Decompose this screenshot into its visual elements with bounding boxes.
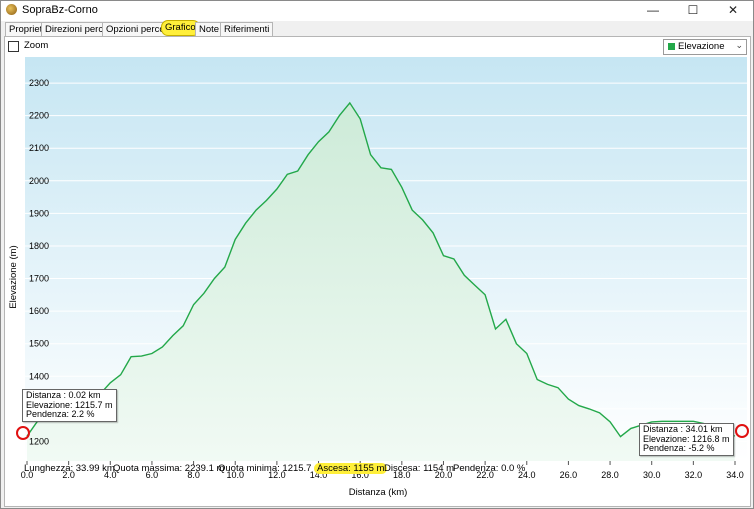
x-axis-label: Distanza (km) — [349, 487, 408, 498]
y-tick-label: 2300 — [29, 78, 49, 88]
y-tick-label: 1200 — [29, 436, 49, 446]
x-tick-label: 34.0 — [726, 470, 744, 480]
elevation-chart: 1200130014001500160017001800190020002100… — [8, 57, 747, 498]
y-axis-label: Elevazione (m) — [8, 245, 19, 308]
tooltip-end: Distanza : 34.01 km Elevazione: 1216.8 m… — [639, 423, 734, 456]
tab-riferimenti[interactable]: Riferimenti — [220, 22, 274, 36]
series-select[interactable]: Elevazione ⌄ — [663, 39, 747, 55]
x-tick-label: 2.0 — [62, 470, 75, 480]
y-tick-label: 1800 — [29, 241, 49, 251]
tooltip-end-elevation: Elevazione: 1216.8 m — [643, 433, 730, 444]
stat-length: Lunghezza: 33.99 km — [24, 463, 115, 474]
y-tick-label: 1900 — [29, 208, 49, 218]
x-tick-label: 20.0 — [435, 470, 453, 480]
tooltip-end-slope: Pendenza: -5.2 % — [643, 443, 715, 453]
x-tick-label: 0.0 — [21, 470, 34, 480]
y-tick-label: 2200 — [29, 111, 49, 121]
x-tick-label: 18.0 — [393, 470, 411, 480]
start-marker[interactable] — [16, 426, 30, 440]
tooltip-end-distance: Distanza : 34.01 km — [643, 424, 723, 434]
x-tick-label: 4.0 — [104, 470, 117, 480]
chart-panel: Zoom Elevazione ⌄ 1200130014001500160 — [4, 36, 751, 507]
x-tick-label: 32.0 — [685, 470, 703, 480]
y-tick-label: 1400 — [29, 371, 49, 381]
maximize-icon[interactable]: ☐ — [687, 3, 699, 17]
tooltip-start-distance: Distanza : 0.02 km — [26, 390, 101, 400]
x-tick-label: 30.0 — [643, 470, 661, 480]
y-tick-label: 1700 — [29, 274, 49, 284]
end-marker[interactable] — [735, 424, 749, 438]
tooltip-start-elevation: Elevazione: 1215.7 m — [26, 399, 113, 410]
zoom-label: Zoom — [24, 40, 49, 51]
y-tick-label: 2100 — [29, 143, 49, 153]
y-tick-label: 1500 — [29, 339, 49, 349]
x-tick-label: 26.0 — [560, 470, 578, 480]
title-bar: SopraBz-Corno — ☐ ✕ — [1, 1, 753, 21]
app-icon — [6, 4, 17, 15]
stat-ascent: Ascesa: 1155 m — [314, 463, 388, 474]
x-tick-label: 22.0 — [476, 470, 494, 480]
x-tick-label: 12.0 — [268, 470, 286, 480]
x-tick-label: 8.0 — [187, 470, 200, 480]
chevron-down-icon: ⌄ — [735, 40, 743, 50]
series-color-swatch — [668, 43, 675, 50]
y-tick-label: 2000 — [29, 176, 49, 186]
stat-descent: Discesa: 1154 m — [384, 463, 455, 474]
tab-grafico[interactable]: Grafico — [161, 20, 200, 36]
elevation-line — [26, 101, 735, 438]
x-tick-label: 6.0 — [146, 470, 159, 480]
x-tick-label: 10.0 — [226, 470, 244, 480]
stat-slope: Pendenza: 0.0 % — [453, 463, 526, 474]
x-tick-label: 16.0 — [351, 470, 369, 480]
window-title: SopraBz-Corno — [22, 4, 98, 16]
stat-min-elevation: Quota minima: 1215.7 m — [218, 463, 323, 474]
stat-max-elevation: Quota massima: 2239.1 m — [113, 463, 225, 474]
elevation-area — [27, 102, 735, 462]
series-select-value: Elevazione — [678, 41, 725, 52]
tooltip-start: Distanza : 0.02 km Elevazione: 1215.7 m … — [22, 389, 117, 422]
y-tick-label: 1600 — [29, 306, 49, 316]
minimize-icon[interactable]: — — [647, 3, 659, 17]
x-axis-ticks: 0.0 2.0 4.0 6.0 8.0 10.0 12.0 14.0 16.0 18.0 20.0 2… — [21, 461, 744, 480]
zoom-checkbox[interactable] — [8, 41, 19, 52]
tab-note[interactable]: Note — [195, 22, 224, 36]
tooltip-start-slope: Pendenza: 2.2 % — [26, 409, 95, 419]
x-tick-label: 28.0 — [601, 470, 619, 480]
x-tick-label: 24.0 — [518, 470, 536, 480]
x-tick-label: 14.0 — [310, 470, 328, 480]
stats-bar: Lunghezza: 33.99 km Quota massima: 2239.… — [21, 463, 741, 477]
close-icon[interactable]: ✕ — [727, 3, 739, 17]
